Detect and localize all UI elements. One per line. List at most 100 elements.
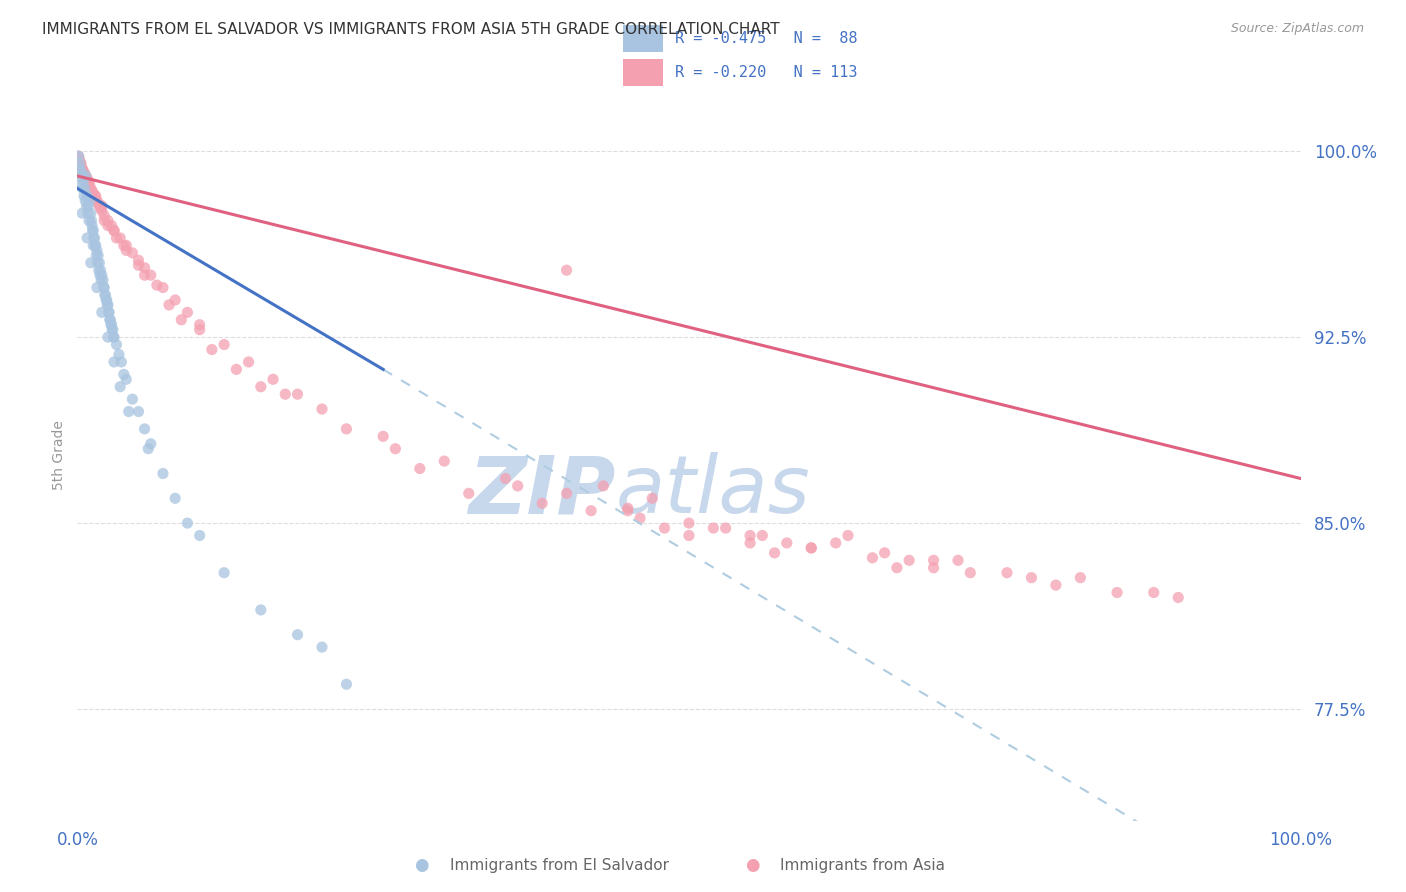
Point — [238, 355, 260, 369]
Point — [1069, 571, 1091, 585]
Point — [90, 263, 112, 277]
Point — [136, 442, 159, 456]
Point — [152, 467, 174, 481]
Point — [800, 541, 823, 555]
Point — [72, 181, 94, 195]
Point — [70, 156, 93, 170]
Text: ZIP: ZIP — [468, 452, 616, 531]
Point — [83, 231, 105, 245]
Point — [433, 454, 456, 468]
Point — [70, 164, 93, 178]
Point — [98, 313, 121, 327]
Point — [76, 206, 98, 220]
Point — [89, 268, 111, 282]
Point — [763, 546, 786, 560]
Point — [72, 164, 94, 178]
Point — [1107, 585, 1129, 599]
Point — [188, 318, 211, 332]
Point — [67, 149, 90, 163]
Point — [409, 461, 432, 475]
Point — [946, 553, 969, 567]
Point — [617, 504, 640, 518]
Point — [103, 330, 125, 344]
Point — [76, 231, 98, 245]
Point — [714, 521, 737, 535]
Point — [678, 528, 700, 542]
Point — [157, 298, 180, 312]
Point — [76, 189, 98, 203]
Point — [69, 154, 91, 169]
Point — [165, 491, 187, 506]
Point — [225, 362, 247, 376]
Point — [335, 422, 357, 436]
Point — [188, 528, 211, 542]
Point — [90, 203, 112, 218]
Point — [72, 174, 94, 188]
Point — [76, 178, 98, 193]
Point — [837, 528, 859, 542]
Point — [617, 501, 640, 516]
Point — [70, 161, 93, 176]
Point — [77, 181, 100, 195]
Point — [77, 174, 100, 188]
Point — [93, 280, 115, 294]
Point — [165, 293, 187, 307]
Point — [1143, 585, 1166, 599]
Point — [93, 280, 115, 294]
Point — [127, 404, 149, 418]
Point — [100, 318, 122, 332]
Point — [90, 199, 112, 213]
Point — [776, 536, 799, 550]
Point — [94, 288, 117, 302]
Point — [86, 280, 108, 294]
Point — [121, 392, 143, 406]
Point — [80, 206, 103, 220]
Point — [97, 213, 120, 227]
Point — [72, 164, 94, 178]
Point — [77, 213, 100, 227]
Point — [212, 337, 235, 351]
Point — [79, 177, 101, 191]
Point — [531, 496, 554, 510]
Point — [995, 566, 1018, 580]
Point — [75, 194, 97, 208]
Point — [170, 313, 193, 327]
Bar — [623, 59, 664, 87]
Point — [115, 372, 138, 386]
Point — [87, 263, 110, 277]
Point — [97, 298, 120, 312]
Point — [127, 258, 149, 272]
Text: Immigrants from Asia: Immigrants from Asia — [780, 858, 945, 872]
Point — [94, 293, 117, 307]
Point — [101, 323, 124, 337]
Text: R = -0.220   N = 113: R = -0.220 N = 113 — [675, 65, 858, 80]
Text: IMMIGRANTS FROM EL SALVADOR VS IMMIGRANTS FROM ASIA 5TH GRADE CORRELATION CHART: IMMIGRANTS FROM EL SALVADOR VS IMMIGRANT… — [42, 22, 780, 37]
Point — [82, 238, 104, 252]
Point — [311, 402, 333, 417]
Point — [1045, 578, 1067, 592]
Point — [873, 546, 896, 560]
Point — [335, 677, 357, 691]
Point — [86, 244, 108, 258]
Text: Immigrants from El Salvador: Immigrants from El Salvador — [450, 858, 669, 872]
Point — [121, 245, 143, 260]
Point — [212, 566, 235, 580]
Point — [287, 387, 309, 401]
Point — [555, 263, 578, 277]
Text: Source: ZipAtlas.com: Source: ZipAtlas.com — [1230, 22, 1364, 36]
Point — [134, 422, 156, 436]
Point — [101, 323, 124, 337]
Point — [93, 209, 115, 223]
Point — [73, 167, 96, 181]
Point — [311, 640, 333, 654]
Point — [105, 337, 128, 351]
Point — [105, 231, 128, 245]
Point — [800, 541, 823, 555]
Point — [100, 219, 122, 233]
Point — [108, 347, 131, 361]
Point — [115, 244, 138, 258]
Point — [90, 273, 112, 287]
Point — [654, 521, 676, 535]
Point — [139, 268, 162, 282]
Point — [274, 387, 297, 401]
